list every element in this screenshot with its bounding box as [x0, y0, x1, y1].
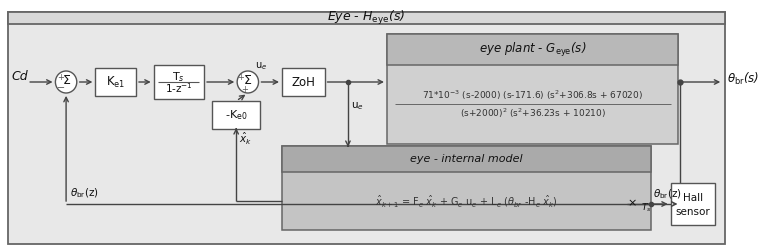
- Text: Eye - H$_{\rm eye}$(s): Eye - H$_{\rm eye}$(s): [328, 9, 405, 27]
- Text: sensor: sensor: [676, 207, 710, 217]
- Text: eye - internal model: eye - internal model: [410, 154, 523, 164]
- Text: $\Sigma$: $\Sigma$: [243, 75, 252, 87]
- Text: −: −: [57, 83, 66, 93]
- Bar: [387, 34, 678, 144]
- Bar: [671, 183, 716, 225]
- Text: $T_s$: $T_s$: [641, 202, 652, 214]
- Bar: [212, 101, 261, 129]
- Text: u$_e$: u$_e$: [351, 100, 363, 112]
- Text: +: +: [238, 73, 245, 81]
- Text: $\theta_{\rm br}$(z): $\theta_{\rm br}$(z): [70, 186, 99, 200]
- Text: $\Sigma$: $\Sigma$: [62, 75, 71, 87]
- Bar: [387, 34, 678, 65]
- Text: $\times$: $\times$: [627, 198, 637, 208]
- Bar: [282, 146, 652, 230]
- Bar: [282, 68, 325, 96]
- Bar: [8, 12, 725, 24]
- Text: Cd: Cd: [11, 71, 28, 83]
- Text: $\hat{x}_{k+1}$ = F$_e$ $\hat{x}_k$ + G$_e$ u$_e$ + L$_e$ ($\theta_{br}$ -H$_e$ : $\hat{x}_{k+1}$ = F$_e$ $\hat{x}_k$ + G$…: [375, 193, 558, 209]
- Text: eye plant - G$_{\rm eye}$(s): eye plant - G$_{\rm eye}$(s): [479, 41, 587, 58]
- Text: u$_e$: u$_e$: [255, 60, 267, 72]
- Circle shape: [56, 71, 77, 93]
- Text: 71*10$^{-3}$ (s-2000) (s-171.6) (s$^2$+306.8s + 67020): 71*10$^{-3}$ (s-2000) (s-171.6) (s$^2$+3…: [422, 89, 643, 102]
- Text: +: +: [242, 84, 248, 93]
- Text: Hall: Hall: [683, 193, 703, 203]
- Text: $\theta_{\rm br}$(z): $\theta_{\rm br}$(z): [653, 187, 682, 201]
- Bar: [154, 65, 204, 99]
- Text: ZoH: ZoH: [291, 76, 315, 88]
- Text: (s+2000)$^2$ (s$^2$+36.23s + 10210): (s+2000)$^2$ (s$^2$+36.23s + 10210): [459, 107, 606, 120]
- Bar: [282, 146, 652, 172]
- Circle shape: [237, 71, 258, 93]
- Text: T$_s$: T$_s$: [172, 70, 185, 84]
- Text: $\theta_{\rm br}$(s): $\theta_{\rm br}$(s): [727, 71, 759, 87]
- Text: K$_{\rm e1}$: K$_{\rm e1}$: [106, 74, 125, 89]
- Text: -K$_{\rm e0}$: -K$_{\rm e0}$: [225, 108, 248, 122]
- Text: $\hat{x}_k$: $\hat{x}_k$: [239, 131, 252, 147]
- Text: 1-z$^{-1}$: 1-z$^{-1}$: [165, 81, 193, 95]
- Text: +: +: [57, 73, 64, 81]
- Bar: [95, 68, 136, 96]
